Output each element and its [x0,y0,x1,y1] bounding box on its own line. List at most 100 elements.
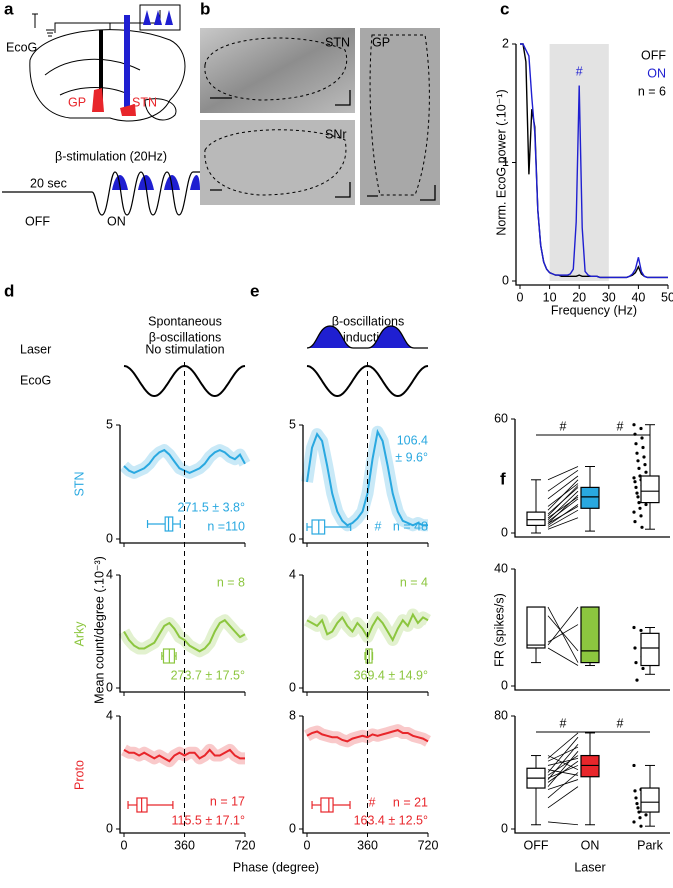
paired-line [547,498,579,522]
box [640,475,660,504]
paired-line [547,736,579,773]
axis [514,716,670,834]
x-tick-label: 0 [304,838,311,852]
label: GP [68,95,86,109]
y-tick-label: 80 [494,708,508,722]
park-point [637,501,641,505]
park-point [644,813,648,817]
x-tick-label: OFF [524,838,549,852]
region-label: GP [372,35,390,49]
y-tick-label: 0 [501,678,508,692]
annotation: n = 48 [393,519,428,533]
x-tick-label: 360 [174,838,195,852]
axis [514,569,670,691]
y-axis-label: Norm. EcoG power (.10⁻¹) [494,89,508,235]
phase-histogram [123,748,245,763]
paired-line [547,757,579,766]
annotation: # [617,419,624,433]
stim-waveform [2,171,200,216]
park-point [638,506,642,510]
x-tick-label: 360 [357,838,378,852]
annotation: ± 9.6° [395,450,428,464]
x-tick-label: 50 [661,290,673,304]
box [580,486,600,509]
column-title: β-oscillations [149,330,222,344]
paired-line [547,494,579,524]
row-label: STN [72,472,86,497]
park-point [633,646,637,650]
park-point [639,628,643,633]
gp-region [92,88,104,112]
annotation: # [560,716,567,730]
paired-line [547,755,579,776]
park-point [635,678,639,682]
y-axis-label: Mean count/degree (.10⁻³) [92,556,106,704]
annotation: 163.4 ± 12.5° [354,813,428,827]
y-axis-label: FR (spikes/s) [492,593,506,667]
y-tick-label: 0 [502,273,509,287]
laser-pulses [306,325,428,349]
x-tick-label: Park [637,838,663,852]
annotation: # [375,519,382,533]
park-point [634,661,638,665]
legend-entry: OFF [641,48,666,62]
panel-letter: c [500,0,509,18]
box [526,511,546,526]
park-point [641,666,645,671]
annotation: 369.4 ± 14.9° [354,668,428,682]
phase-histogram [123,618,246,653]
park-point [633,480,637,484]
paired-line [547,647,579,666]
annotation: 273.7 ± 17.5° [171,668,245,682]
park-point [637,810,641,814]
annotation: # [560,419,567,433]
phase-histogram [306,428,428,527]
paired-line [547,469,579,492]
label: ON [107,214,126,228]
panel-letter: f [500,469,506,488]
y-tick-label: 2 [502,36,509,50]
park-point [636,806,640,810]
axis [302,425,428,544]
annotation: 115.5 ± 17.1° [172,813,246,827]
park-point [637,466,641,470]
park-point [632,625,636,630]
phase-histogram [306,729,429,743]
y-tick-label: 0 [106,821,113,835]
annotation: n = 21 [393,795,428,809]
column-title: Spontaneous [148,314,222,328]
y-tick-label: 0 [501,525,508,539]
park-point [632,820,636,824]
paired-line [547,466,579,481]
axis [119,575,245,693]
y-tick-label: 4 [106,567,113,581]
park-point [644,470,648,474]
park-point [639,824,643,828]
region-label: STN [325,35,350,49]
y-tick-label: 0 [289,680,296,694]
column-title: β-oscillations [332,314,405,328]
paired-line [547,746,579,762]
x-axis-label: Phase (degree) [233,860,319,874]
park-point [639,426,643,431]
label: OFF [25,214,50,228]
x-tick-label: 30 [602,290,616,304]
row-title: Laser [20,342,51,356]
box [526,606,546,649]
annotation: # [576,64,583,78]
paired-line [547,769,579,776]
park-point [633,789,637,793]
stim-icon [143,10,173,25]
annotation: n =110 [207,519,245,533]
park-point [634,442,638,446]
park-point [635,491,639,495]
park-point [638,816,642,820]
scale-arrows [210,90,436,201]
x-tick-label: ON [581,838,600,852]
row-label: Proto [72,760,86,790]
x-tick-label: 20 [572,290,586,304]
panel-letter: b [200,0,210,18]
y-tick-label: 0 [289,531,296,545]
axis [514,419,670,538]
axis [302,575,428,693]
